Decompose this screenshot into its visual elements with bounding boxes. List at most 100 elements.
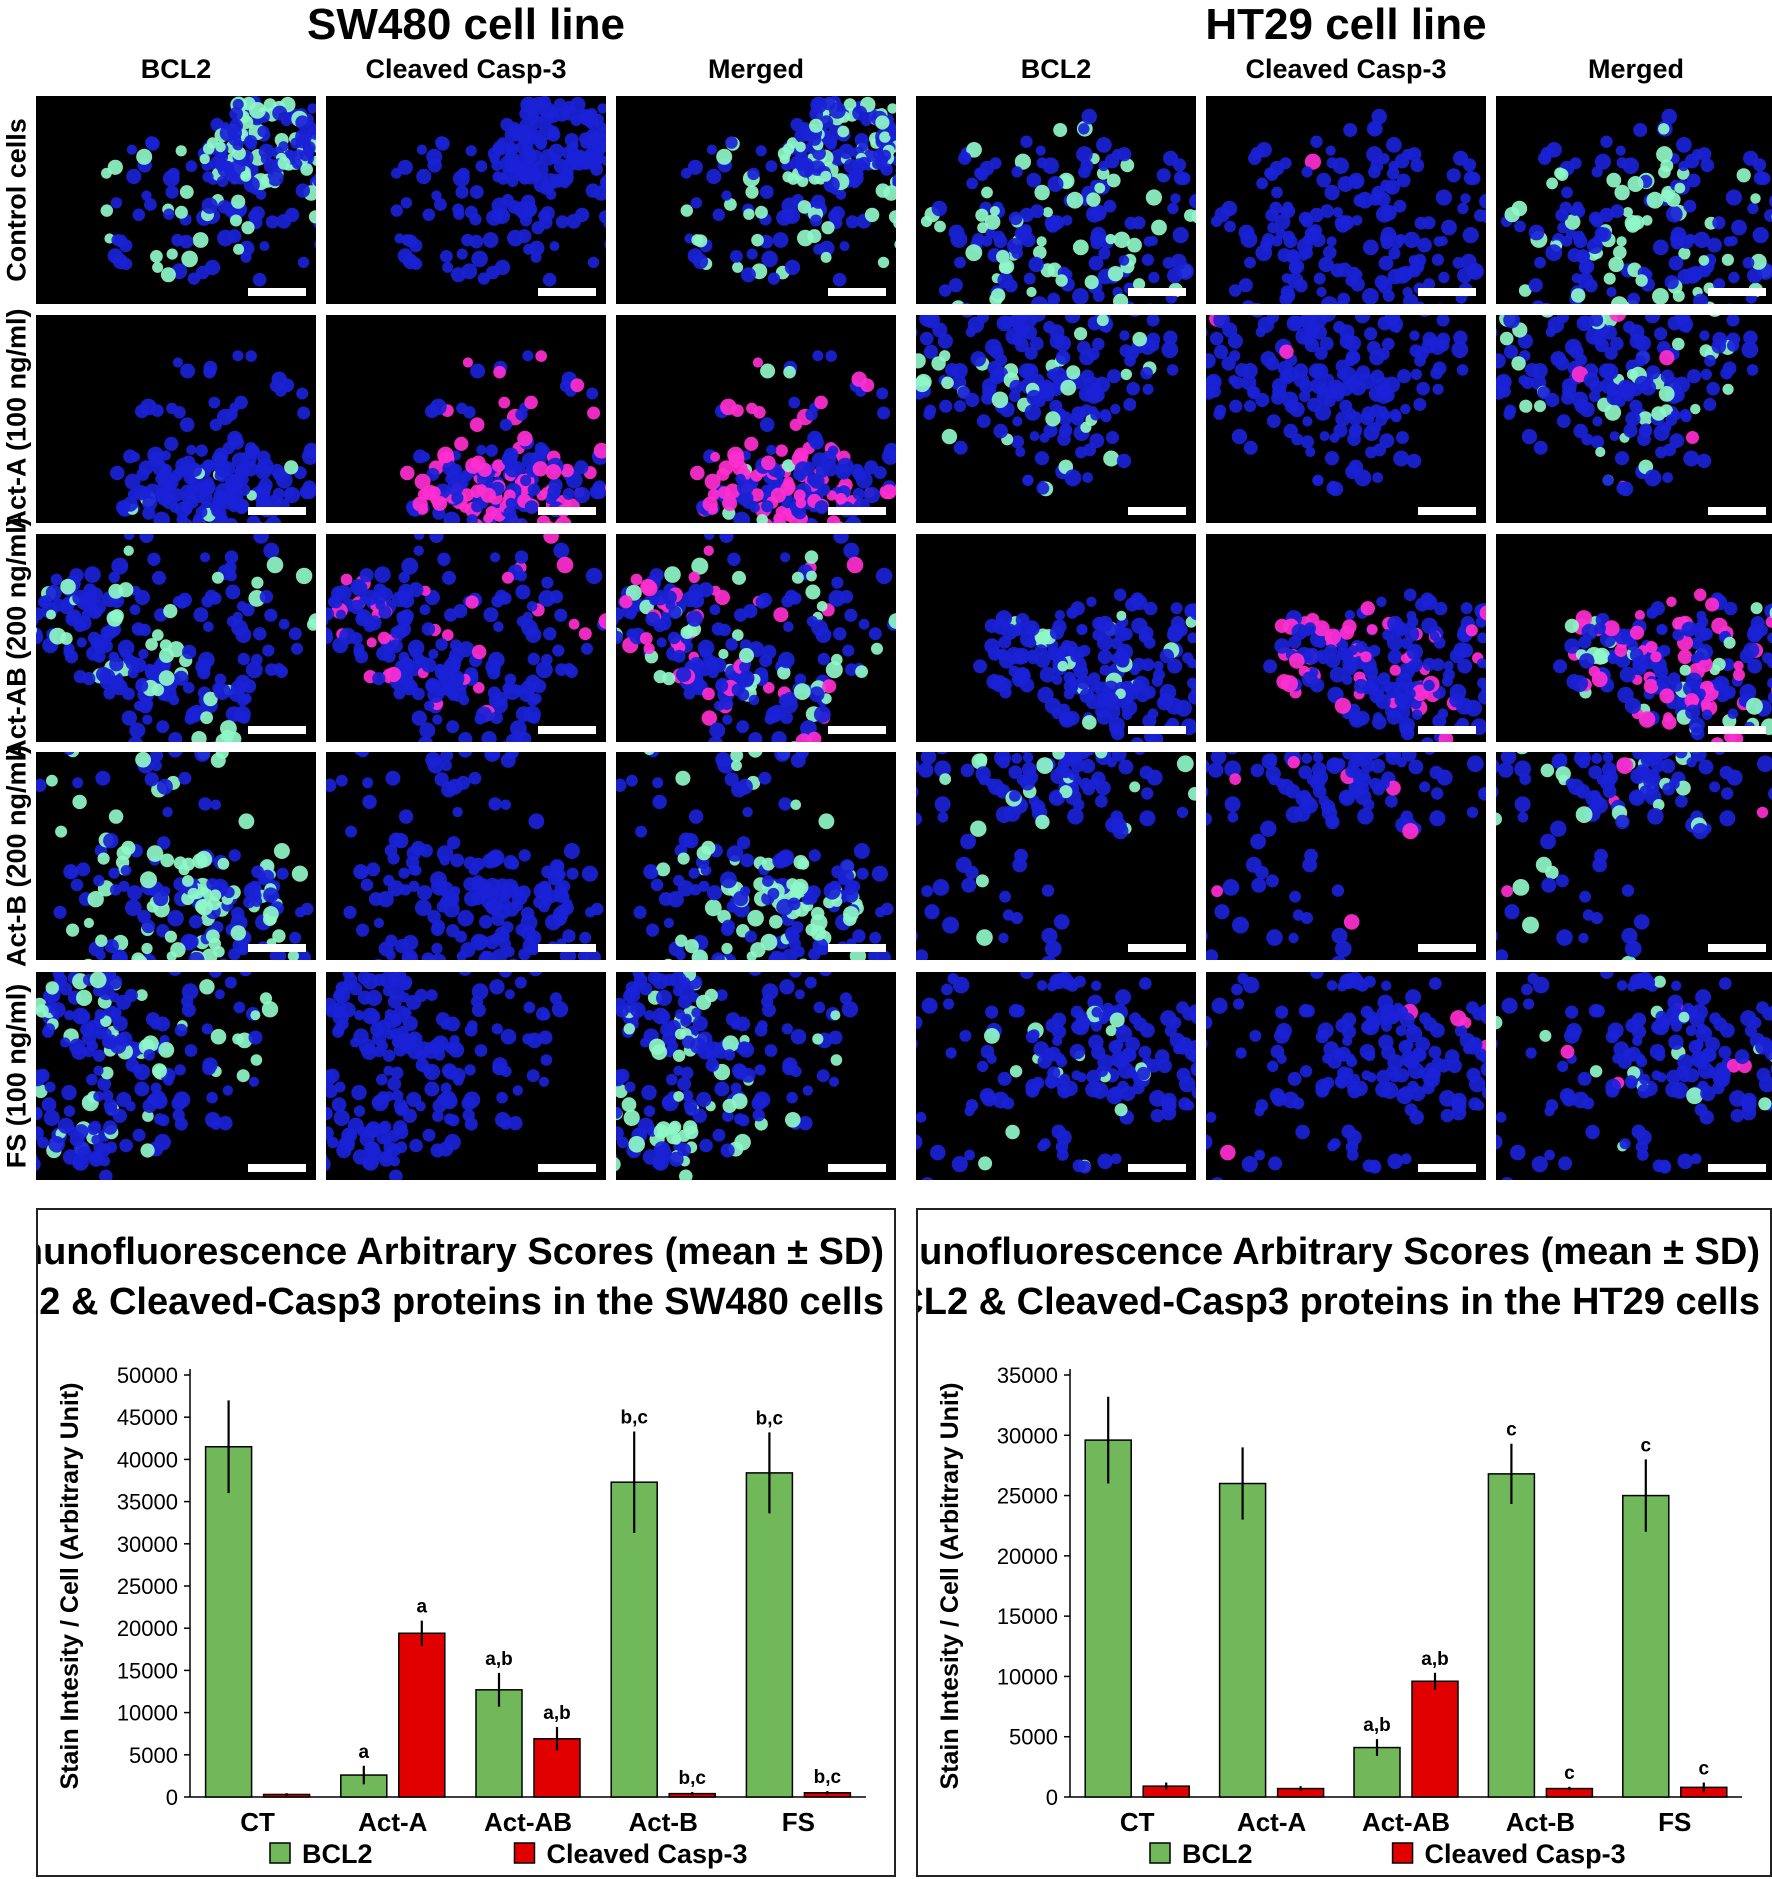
- scale-bar: [538, 944, 596, 952]
- category-label: CT: [240, 1807, 275, 1837]
- legend-swatch: [513, 1842, 536, 1864]
- micrograph-panel-bcl2: [916, 534, 1196, 742]
- micrograph-panel-casp3: [1206, 752, 1486, 960]
- y-tick-label: 5000: [129, 1743, 178, 1768]
- scale-bar: [248, 507, 306, 515]
- scale-bar: [828, 726, 886, 734]
- y-axis-label: Stain Intesity / Cell (Arbitrary Unit): [56, 1382, 84, 1789]
- column-label: BCL2: [140, 54, 212, 84]
- legend-label: Cleaved Casp-3: [1425, 1839, 1626, 1869]
- scale-bar: [1128, 726, 1186, 734]
- scale-bar: [248, 1164, 306, 1172]
- micrograph-panel-casp3: [1206, 315, 1486, 523]
- row-label: Control cells: [0, 96, 34, 304]
- legend-swatch: [269, 1842, 291, 1864]
- column-label: BCL2: [1020, 54, 1092, 84]
- legend-label: BCL2: [1182, 1839, 1253, 1869]
- scale-bar: [828, 944, 886, 952]
- y-tick-label: 25000: [997, 1484, 1058, 1509]
- category-label: Act-A: [358, 1807, 428, 1837]
- micrograph-panel-merged: [616, 752, 896, 960]
- micrograph-panel-merged: [1496, 534, 1772, 742]
- micrograph-panel-bcl2: [36, 752, 316, 960]
- micrograph-panel-merged: [616, 96, 896, 304]
- chart-title: of BCL2 & Cleaved-Casp3 proteins in the …: [38, 1281, 884, 1323]
- scale-bar: [248, 726, 306, 734]
- row-label: Act-B (200 ng/ml): [0, 745, 34, 967]
- micrograph-panel-casp3: [1206, 972, 1486, 1180]
- row-label-text: Act-B (200 ng/ml): [1, 744, 32, 968]
- scale-bar: [248, 288, 306, 296]
- y-tick-label: 35000: [997, 1363, 1058, 1388]
- y-tick-label: 15000: [997, 1604, 1058, 1629]
- category-label: Act-AB: [1362, 1807, 1450, 1837]
- micrograph-panel-casp3: [326, 752, 606, 960]
- significance-label: b,c: [814, 1767, 842, 1788]
- significance-label: b,c: [620, 1408, 648, 1429]
- significance-label: c: [1506, 1420, 1517, 1441]
- chart-title: of BCL2 & Cleaved-Casp3 proteins in the …: [918, 1281, 1760, 1323]
- category-label: Act-AB: [484, 1807, 572, 1837]
- scale-bar: [1128, 288, 1186, 296]
- micrograph-panel-merged: [616, 972, 896, 1180]
- row-label: Act-AB (200 ng/ml): [0, 517, 34, 759]
- significance-label: a,b: [1363, 1715, 1390, 1736]
- micrograph-panel-casp3: [326, 972, 606, 1180]
- y-tick-label: 35000: [117, 1490, 178, 1515]
- bar-bcl2: [475, 1689, 523, 1798]
- column-label: Cleaved Casp-3: [365, 54, 567, 84]
- y-tick-label: 15000: [117, 1658, 178, 1683]
- bar-bcl2: [745, 1472, 794, 1798]
- bar-bcl2: [610, 1481, 658, 1798]
- row-label-text: FS (100 ng/ml): [1, 983, 32, 1169]
- scale-bar: [828, 288, 886, 296]
- scale-bar: [1708, 1164, 1766, 1172]
- scale-bar: [828, 1164, 886, 1172]
- micrograph-panel-casp3: [1206, 534, 1486, 742]
- micrograph-panel-merged: [1496, 315, 1772, 523]
- y-tick-label: 0: [1046, 1785, 1058, 1810]
- scale-bar: [1418, 507, 1476, 515]
- y-tick-label: 25000: [117, 1574, 178, 1599]
- micrograph-panel-bcl2: [916, 972, 1196, 1180]
- cell-line-title: HT29 cell line: [1205, 0, 1487, 49]
- significance-label: b,c: [756, 1408, 784, 1429]
- column-label: Cleaved Casp-3: [1245, 54, 1447, 84]
- category-label: FS: [782, 1807, 815, 1837]
- significance-label: b,c: [678, 1768, 706, 1789]
- y-tick-label: 0: [166, 1785, 178, 1810]
- row-label-text: Control cells: [1, 118, 32, 282]
- significance-label: a: [359, 1742, 370, 1763]
- category-label: Act-B: [629, 1807, 698, 1837]
- significance-label: c: [1641, 1435, 1652, 1456]
- chart-frame: Immunofluorescence Arbitrary Scores (mea…: [916, 1208, 1772, 1877]
- bar-bcl2: [1218, 1482, 1267, 1798]
- scale-bar: [248, 944, 306, 952]
- micrograph-panel-bcl2: [916, 752, 1196, 960]
- y-tick-label: 5000: [1009, 1725, 1058, 1750]
- bar-bcl2: [1622, 1494, 1670, 1798]
- scale-bar: [538, 288, 596, 296]
- scale-bar: [1708, 944, 1766, 952]
- scale-bar: [1128, 507, 1186, 515]
- significance-label: c: [1564, 1763, 1575, 1784]
- micrograph-panel-merged: [616, 315, 896, 523]
- micrograph-panel-casp3: [1206, 96, 1486, 304]
- scale-bar: [538, 1164, 596, 1172]
- chart-title: Immunofluorescence Arbitrary Scores (mea…: [918, 1231, 1760, 1273]
- legend-swatch: [1149, 1842, 1171, 1864]
- scale-bar: [1128, 1164, 1186, 1172]
- micrograph-panel-bcl2: [36, 972, 316, 1180]
- scale-bar: [1418, 726, 1476, 734]
- micrograph-panel-bcl2: [916, 96, 1196, 304]
- scale-bar: [828, 507, 886, 515]
- scale-bar: [538, 726, 596, 734]
- scale-bar: [538, 507, 596, 515]
- bar-bcl2: [204, 1445, 253, 1798]
- scale-bar: [1418, 1164, 1476, 1172]
- micrograph-panel-merged: [616, 534, 896, 742]
- bar-chart-1: Immunofluorescence Arbitrary Scores (mea…: [918, 1231, 1760, 1869]
- y-tick-label: 30000: [997, 1423, 1058, 1448]
- bar-casp3: [398, 1632, 446, 1798]
- row-label: Act-A (100 ng/ml): [0, 308, 34, 529]
